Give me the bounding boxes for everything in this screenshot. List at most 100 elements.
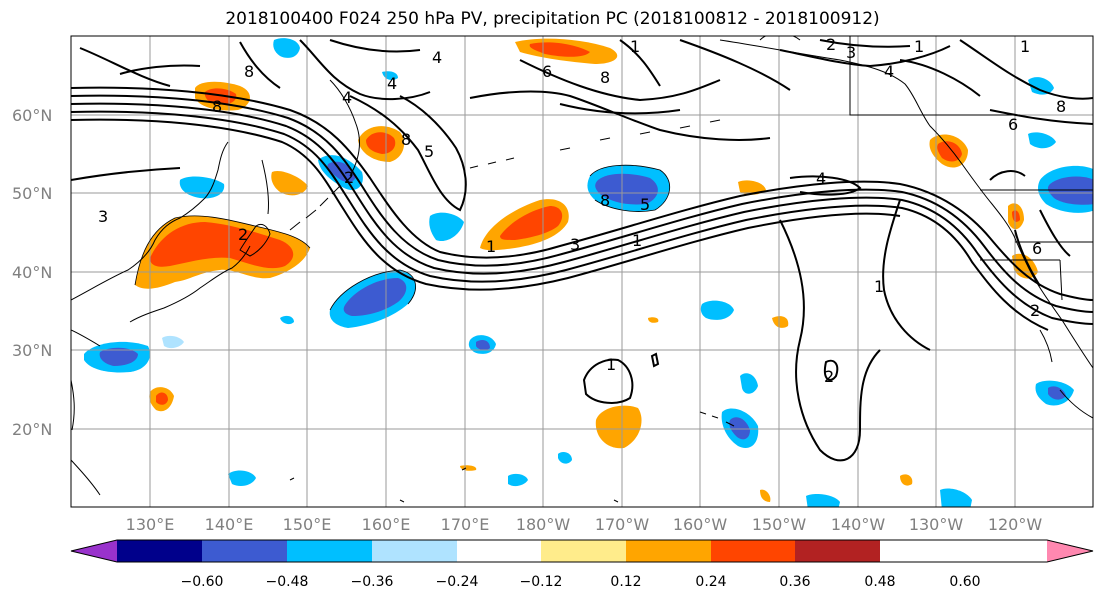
lon-label: 170°W [595, 515, 650, 534]
colorbar-tick-label: 0.12 [610, 574, 641, 590]
precip-positive [366, 132, 396, 154]
colorbar-segment [457, 540, 541, 562]
precip-negative [940, 488, 972, 507]
precip-positive [772, 316, 789, 328]
pv-label: 2 [824, 367, 834, 386]
lon-label: 130°W [909, 515, 964, 534]
precip-negative [280, 315, 294, 325]
colorbar-extend-low [71, 540, 117, 562]
pv-label: 1 [632, 231, 642, 250]
lon-label: 130°E [126, 515, 175, 534]
lon-label: 170°E [441, 515, 490, 534]
pv-label: 2 [344, 168, 354, 187]
precip-positive [648, 317, 659, 323]
pv-label: 3 [846, 43, 856, 62]
colorbar-tick-label: 0.24 [695, 574, 726, 590]
lon-label: 150°W [752, 515, 807, 534]
pv-label: 1 [630, 37, 640, 56]
precip-negative [1047, 176, 1093, 205]
precip-negative [429, 212, 464, 242]
pv-label: 4 [387, 74, 397, 93]
pv-label: 1 [1020, 37, 1030, 56]
colorbar-segment [372, 540, 457, 562]
pv-label: 1 [486, 237, 496, 256]
colorbar-tick-label: 0.48 [864, 574, 895, 590]
precip-negative [1028, 132, 1056, 149]
precip-outlines [134, 164, 670, 311]
precip-positive [204, 88, 237, 105]
precip-positive [150, 222, 294, 269]
pv-label: 8 [1056, 97, 1066, 116]
precip-negative [558, 452, 572, 464]
lon-label: 160°W [673, 515, 728, 534]
precip-positive [760, 489, 771, 502]
precip-positive [156, 392, 168, 405]
lon-label: 150°E [283, 515, 332, 534]
colorbar-segment [287, 540, 372, 562]
colorbar-segment [795, 540, 880, 562]
precip-positive [500, 206, 563, 240]
precip-positive [1012, 210, 1020, 222]
pv-label: 8 [600, 191, 610, 210]
map-title: 2018100400 F024 250 hPa PV, precipitatio… [225, 9, 880, 29]
precip-positive [529, 42, 590, 57]
precip-negative [1048, 386, 1066, 400]
lat-label: 20°N [12, 420, 52, 439]
colorbar-tick-label: 0.60 [949, 574, 980, 590]
precip-negative [273, 38, 300, 58]
precip-negative [99, 347, 138, 366]
pv-label: 4 [342, 88, 352, 107]
pv-label: 6 [542, 62, 552, 81]
lat-label: 30°N [12, 341, 52, 360]
pv-label: 8 [600, 68, 610, 87]
pv-label: 1 [606, 355, 616, 374]
precip-negative [740, 373, 758, 394]
pv-label: 3 [98, 207, 108, 226]
precip-negative [806, 494, 840, 507]
colorbar-segment [711, 540, 795, 562]
precip-positive [595, 405, 642, 449]
precip-negative [228, 470, 256, 486]
precip-negative [595, 173, 658, 205]
pv-label: 3 [570, 235, 580, 254]
colorbar-tick-label: 0.36 [779, 574, 810, 590]
lon-label: 140°W [831, 515, 886, 534]
colorbar-extend-high [1047, 540, 1093, 562]
colorbar-tick-label: −0.36 [351, 574, 394, 590]
pv-label: 1 [874, 277, 884, 296]
precip-positive [738, 180, 766, 195]
precip-negative [343, 278, 407, 316]
pv-label: 4 [432, 48, 442, 67]
colorbar-tick-label: −0.48 [266, 574, 309, 590]
precip-positive [271, 170, 308, 196]
precip-negative [476, 340, 490, 351]
lon-label: 120°W [988, 515, 1043, 534]
pv-label: 5 [640, 195, 650, 214]
precip-negative [508, 473, 528, 487]
precipitation-shading [84, 38, 1093, 507]
colorbar: −0.60 −0.48 −0.36 −0.24 −0.12 0.12 0.24 … [70, 539, 1094, 590]
pv-label: 8 [212, 97, 222, 116]
colorbar-segment [626, 540, 711, 562]
colorbar-outline [70, 539, 1094, 563]
lat-label: 40°N [12, 263, 52, 282]
colorbar-tick-label: −0.12 [520, 574, 563, 590]
pv-label: 8 [244, 62, 254, 81]
pv-contours [71, 39, 1093, 462]
precip-negative [162, 335, 184, 349]
pv-label: 6 [1008, 115, 1018, 134]
pv-label: 2 [826, 35, 836, 54]
pv-label: 5 [424, 142, 434, 161]
precip-negative [729, 417, 750, 440]
pv-label: 6 [1032, 239, 1042, 258]
precip-negative [700, 300, 734, 320]
latitude-labels: 60°N 50°N 40°N 30°N 20°N [12, 106, 52, 439]
pv-contour-labels: 3 2 8 8 4 4 4 8 5 2 6 8 1 1 3 1 8 5 4 1 … [98, 35, 1066, 386]
pv-label: 4 [884, 62, 894, 81]
pv-label: 2 [1030, 301, 1040, 320]
colorbar-segment [117, 540, 202, 562]
colorbar-segment [541, 540, 626, 562]
colorbar-segment [202, 540, 287, 562]
lon-label: 180°W [516, 515, 571, 534]
pv-label: 2 [238, 225, 248, 244]
